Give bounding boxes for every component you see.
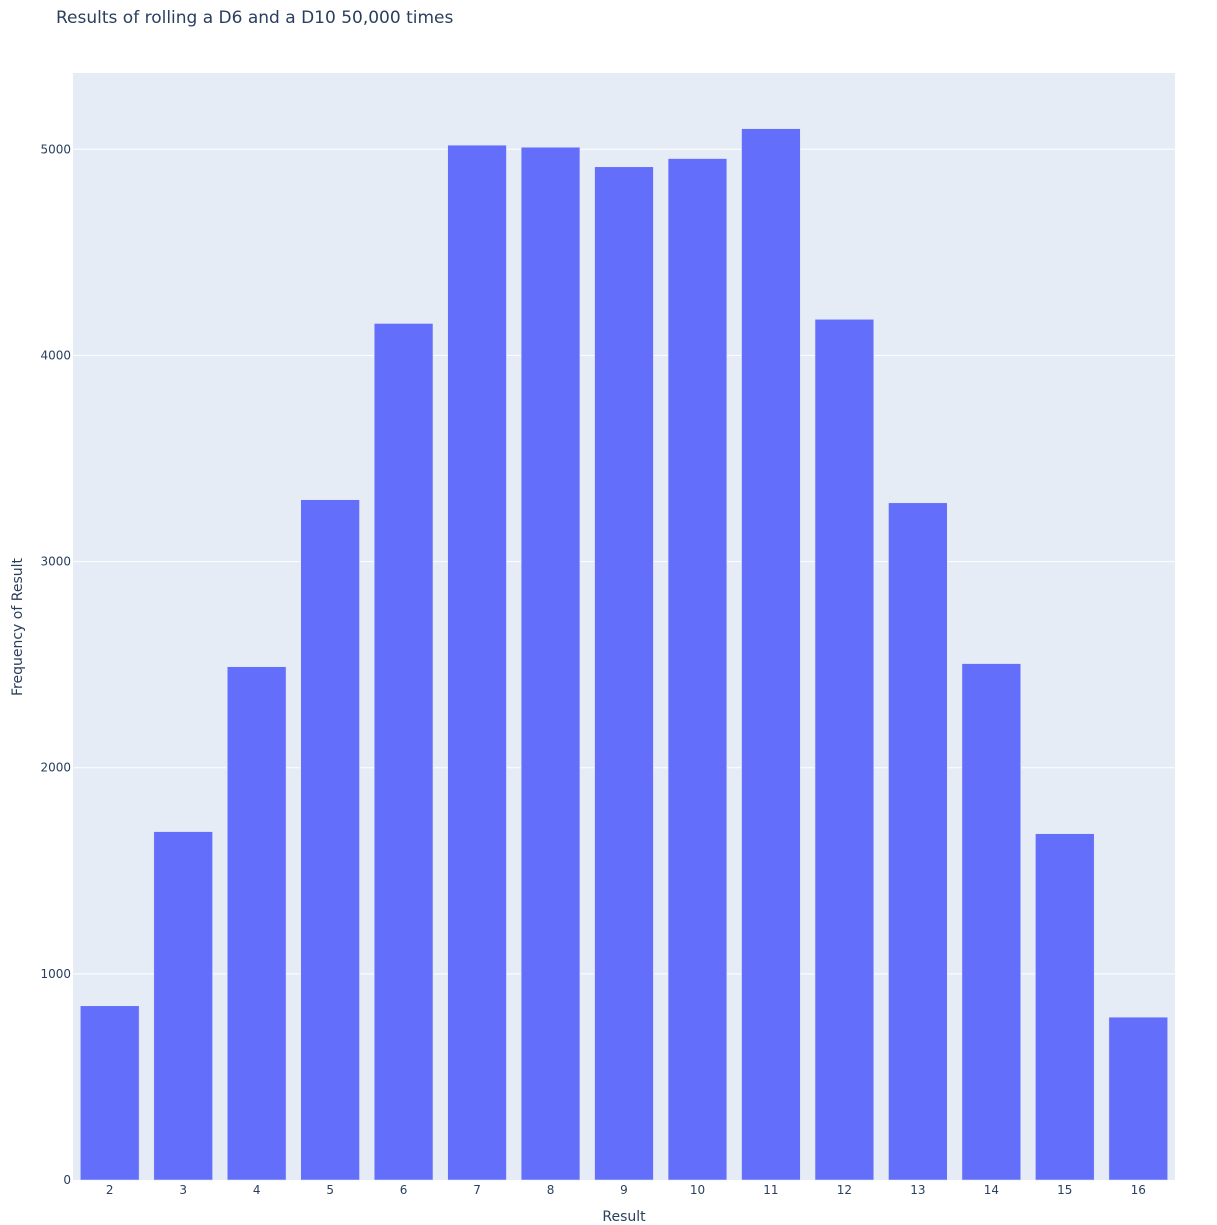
y-axis-ticks: 0 1000 2000 3000 4000 5000 bbox=[40, 142, 71, 1187]
x-tick-label: 10 bbox=[690, 1183, 705, 1197]
x-axis-ticks: 2 3 4 5 6 7 8 9 10 11 12 13 14 15 16 bbox=[106, 1183, 1146, 1197]
x-tick-label: 15 bbox=[1057, 1183, 1072, 1197]
x-tick-label: 16 bbox=[1131, 1183, 1146, 1197]
bar-16[interactable] bbox=[1108, 1016, 1168, 1181]
bar-2[interactable] bbox=[80, 1005, 140, 1181]
y-tick-label: 0 bbox=[63, 1173, 71, 1187]
x-tick-label: 11 bbox=[763, 1183, 778, 1197]
y-tick-label: 4000 bbox=[40, 348, 71, 362]
x-tick-label: 12 bbox=[837, 1183, 852, 1197]
y-tick-label: 1000 bbox=[40, 967, 71, 981]
chart-title: Results of rolling a D6 and a D10 50,000… bbox=[56, 8, 453, 28]
y-tick-label: 3000 bbox=[40, 555, 71, 569]
bar-10[interactable] bbox=[667, 158, 728, 1181]
x-tick-label: 5 bbox=[326, 1183, 334, 1197]
bar-9[interactable] bbox=[594, 166, 654, 1181]
x-tick-label: 7 bbox=[473, 1183, 481, 1197]
x-tick-label: 3 bbox=[179, 1183, 187, 1197]
bar-5[interactable] bbox=[300, 499, 360, 1181]
x-tick-label: 13 bbox=[910, 1183, 925, 1197]
x-tick-label: 2 bbox=[106, 1183, 114, 1197]
x-axis-title: Result bbox=[602, 1209, 646, 1225]
x-tick-label: 9 bbox=[620, 1183, 628, 1197]
y-tick-label: 5000 bbox=[40, 142, 71, 156]
x-tick-label: 4 bbox=[253, 1183, 261, 1197]
bar-4[interactable] bbox=[227, 666, 287, 1181]
x-tick-label: 6 bbox=[400, 1183, 408, 1197]
y-axis-title: Frequency of Result bbox=[10, 558, 26, 696]
x-tick-label: 14 bbox=[984, 1183, 999, 1197]
bar-6[interactable] bbox=[373, 323, 434, 1181]
bar-7[interactable] bbox=[447, 144, 507, 1181]
bar-14[interactable] bbox=[961, 663, 1021, 1181]
bar-11[interactable] bbox=[741, 128, 801, 1181]
bar-12[interactable] bbox=[814, 319, 875, 1181]
bars bbox=[80, 128, 1168, 1181]
bar-13[interactable] bbox=[888, 502, 948, 1181]
bar-8[interactable] bbox=[520, 146, 581, 1181]
x-tick-label: 8 bbox=[547, 1183, 555, 1197]
bar-15[interactable] bbox=[1035, 833, 1095, 1181]
bar-3[interactable] bbox=[153, 831, 213, 1181]
y-tick-label: 2000 bbox=[40, 761, 71, 775]
